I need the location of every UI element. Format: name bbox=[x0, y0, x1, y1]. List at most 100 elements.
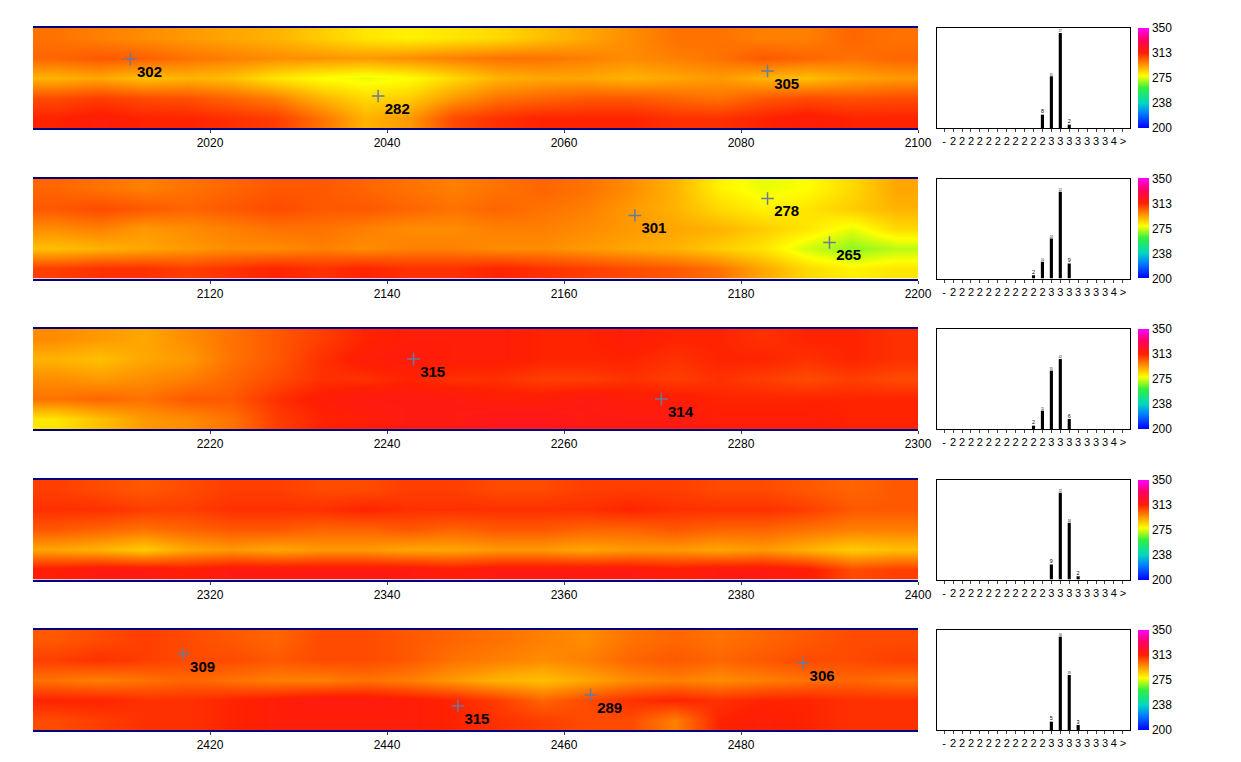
svg-text:2: 2 bbox=[1004, 587, 1010, 599]
svg-text:275: 275 bbox=[1152, 222, 1172, 236]
svg-text:4: 4 bbox=[1111, 286, 1117, 298]
svg-text:313: 313 bbox=[1152, 46, 1172, 60]
svg-text:52: 52 bbox=[1059, 188, 1063, 192]
svg-text:2100: 2100 bbox=[905, 136, 932, 150]
svg-text:3: 3 bbox=[1093, 286, 1099, 298]
svg-text:3: 3 bbox=[1084, 587, 1090, 599]
svg-text:2: 2 bbox=[950, 587, 956, 599]
svg-text:-: - bbox=[942, 286, 946, 298]
svg-text:2: 2 bbox=[1021, 587, 1027, 599]
svg-text:2340: 2340 bbox=[374, 588, 401, 602]
svg-text:3: 3 bbox=[1048, 737, 1054, 749]
svg-text:3: 3 bbox=[1102, 286, 1108, 298]
svg-text:2: 2 bbox=[995, 737, 1001, 749]
svg-text:350: 350 bbox=[1152, 21, 1172, 35]
svg-text:200: 200 bbox=[1152, 422, 1172, 436]
svg-text:2: 2 bbox=[959, 737, 965, 749]
svg-text:3: 3 bbox=[1057, 587, 1063, 599]
svg-text:2: 2 bbox=[986, 436, 992, 448]
svg-text:56: 56 bbox=[1059, 633, 1063, 637]
svg-text:-: - bbox=[942, 436, 946, 448]
svg-text:>: > bbox=[1120, 135, 1126, 147]
svg-text:2: 2 bbox=[1021, 286, 1027, 298]
svg-text:2: 2 bbox=[1004, 286, 1010, 298]
svg-text:2: 2 bbox=[1004, 135, 1010, 147]
svg-text:313: 313 bbox=[1152, 648, 1172, 662]
svg-text:2: 2 bbox=[1021, 737, 1027, 749]
svg-text:57: 57 bbox=[1059, 29, 1063, 33]
svg-text:2: 2 bbox=[1013, 436, 1019, 448]
svg-text:2: 2 bbox=[995, 135, 1001, 147]
svg-text:2080: 2080 bbox=[728, 136, 755, 150]
svg-text:3: 3 bbox=[1048, 286, 1054, 298]
svg-text:2240: 2240 bbox=[374, 437, 401, 451]
svg-text:2: 2 bbox=[995, 286, 1001, 298]
svg-text:2: 2 bbox=[1004, 737, 1010, 749]
svg-text:2: 2 bbox=[959, 587, 965, 599]
svg-text:3: 3 bbox=[1093, 587, 1099, 599]
svg-text:2: 2 bbox=[968, 286, 974, 298]
svg-text:200: 200 bbox=[1152, 723, 1172, 737]
svg-text:2460: 2460 bbox=[551, 738, 578, 752]
svg-text:200: 200 bbox=[1152, 121, 1172, 135]
svg-text:9: 9 bbox=[1068, 257, 1071, 263]
svg-text:2: 2 bbox=[1013, 587, 1019, 599]
svg-text:2260: 2260 bbox=[551, 437, 578, 451]
svg-text:3: 3 bbox=[1077, 719, 1080, 725]
svg-text:302: 302 bbox=[137, 63, 162, 80]
svg-text:313: 313 bbox=[1152, 347, 1172, 361]
svg-text:289: 289 bbox=[597, 699, 622, 716]
svg-text:3: 3 bbox=[1084, 436, 1090, 448]
svg-text:2: 2 bbox=[977, 286, 983, 298]
svg-text:31: 31 bbox=[1050, 73, 1054, 77]
svg-text:42: 42 bbox=[1059, 355, 1063, 359]
svg-text:35: 35 bbox=[1050, 367, 1054, 371]
svg-text:2020: 2020 bbox=[197, 136, 224, 150]
svg-text:238: 238 bbox=[1152, 397, 1172, 411]
svg-text:3: 3 bbox=[1075, 286, 1081, 298]
svg-text:2180: 2180 bbox=[728, 287, 755, 301]
svg-text:2: 2 bbox=[1039, 737, 1045, 749]
svg-text:2: 2 bbox=[1004, 436, 1010, 448]
svg-text:2: 2 bbox=[950, 286, 956, 298]
svg-text:2: 2 bbox=[968, 436, 974, 448]
svg-text:3: 3 bbox=[1066, 135, 1072, 147]
svg-text:4: 4 bbox=[1111, 436, 1117, 448]
svg-text:3: 3 bbox=[1093, 436, 1099, 448]
svg-text:2: 2 bbox=[1013, 737, 1019, 749]
svg-text:24: 24 bbox=[1050, 235, 1054, 239]
svg-text:2060: 2060 bbox=[551, 136, 578, 150]
svg-text:9: 9 bbox=[1050, 558, 1053, 564]
svg-text:2280: 2280 bbox=[728, 437, 755, 451]
svg-text:309: 309 bbox=[190, 658, 215, 675]
svg-text:8: 8 bbox=[1041, 108, 1044, 114]
svg-text:238: 238 bbox=[1152, 247, 1172, 261]
svg-text:52: 52 bbox=[1059, 489, 1063, 493]
svg-text:3: 3 bbox=[1048, 135, 1054, 147]
svg-text:3: 3 bbox=[1075, 587, 1081, 599]
svg-text:2: 2 bbox=[950, 135, 956, 147]
svg-text:3: 3 bbox=[1084, 737, 1090, 749]
svg-text:2: 2 bbox=[1032, 269, 1035, 275]
svg-text:2320: 2320 bbox=[197, 588, 224, 602]
svg-text:4: 4 bbox=[1111, 587, 1117, 599]
svg-text:3: 3 bbox=[1048, 436, 1054, 448]
svg-text:2: 2 bbox=[1030, 286, 1036, 298]
svg-text:2: 2 bbox=[1077, 570, 1080, 576]
svg-text:3: 3 bbox=[1066, 587, 1072, 599]
svg-text:2: 2 bbox=[1021, 436, 1027, 448]
svg-text:238: 238 bbox=[1152, 96, 1172, 110]
svg-text:2140: 2140 bbox=[374, 287, 401, 301]
svg-text:3: 3 bbox=[1102, 587, 1108, 599]
svg-text:275: 275 bbox=[1152, 673, 1172, 687]
svg-text:5: 5 bbox=[1050, 715, 1053, 721]
svg-text:4: 4 bbox=[1111, 737, 1117, 749]
svg-text:-: - bbox=[942, 135, 946, 147]
svg-text:3: 3 bbox=[1066, 737, 1072, 749]
svg-text:2: 2 bbox=[950, 737, 956, 749]
svg-text:2: 2 bbox=[968, 135, 974, 147]
svg-text:3: 3 bbox=[1075, 436, 1081, 448]
svg-text:2: 2 bbox=[986, 286, 992, 298]
svg-text:3: 3 bbox=[1057, 286, 1063, 298]
svg-text:301: 301 bbox=[641, 219, 666, 236]
